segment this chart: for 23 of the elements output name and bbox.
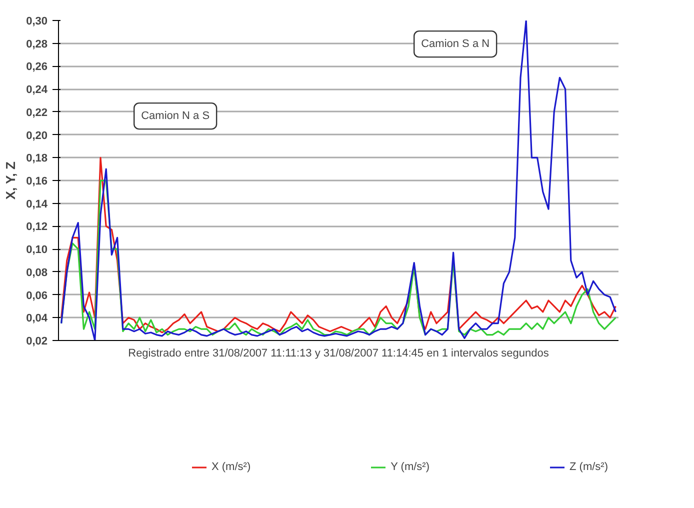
y-tick-label: 0,06 [26, 290, 48, 302]
y-axis-title: X, Y, Z [3, 162, 18, 200]
text: Registrado entre 31/08/2007 11:11:13 y 31/08/2007 11:14:45 en 1 intervalos segundos [128, 348, 550, 360]
y-tick-label: 0,26 [26, 61, 48, 74]
y-tick-label: 0,12 [26, 221, 48, 234]
y-tick-label: 0,18 [26, 152, 48, 165]
annotation: Camion S a N [421, 38, 490, 50]
y-tick-label: 0,24 [26, 84, 48, 96]
y-tick-label: 0,16 [26, 176, 48, 188]
y-tick-label: 0,30 [26, 16, 48, 28]
y-tick-label: 0,02 [26, 336, 48, 348]
legend-label: Z (m/s²) [570, 460, 608, 473]
y-tick-label: 0,04 [26, 312, 48, 325]
y-tick-label: 0,20 [26, 130, 48, 142]
y-tick-label: 0,10 [26, 244, 48, 256]
y-tick-label: 0,14 [26, 198, 48, 210]
y-tick-label: 0,08 [26, 266, 48, 279]
legend-label: Y (m/s²) [390, 460, 430, 473]
annotation: Camion N a S [141, 110, 210, 122]
legend-label: X (m/s²) [212, 460, 251, 473]
line-series [60, 20, 616, 340]
y-tick-label: 0,28 [26, 38, 48, 50]
y-tick-label: 0,22 [26, 106, 48, 119]
